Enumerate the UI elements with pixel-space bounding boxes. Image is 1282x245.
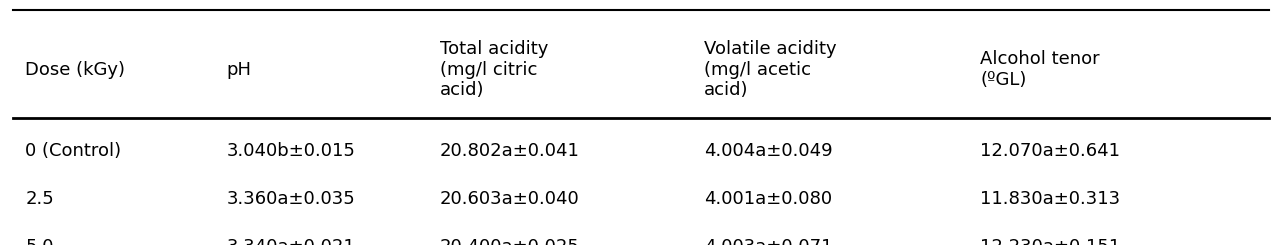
Text: 3.040b±0.015: 3.040b±0.015: [227, 142, 355, 160]
Text: 11.830a±0.313: 11.830a±0.313: [981, 190, 1120, 208]
Text: 12.230a±0.151: 12.230a±0.151: [981, 238, 1120, 245]
Text: 3.360a±0.035: 3.360a±0.035: [227, 190, 355, 208]
Text: 3.340a±0.021: 3.340a±0.021: [227, 238, 355, 245]
Text: Volatile acidity
(mg/l acetic
acid): Volatile acidity (mg/l acetic acid): [704, 40, 836, 99]
Text: Dose (kGy): Dose (kGy): [26, 61, 126, 79]
Text: 4.003a±0.071: 4.003a±0.071: [704, 238, 832, 245]
Text: 2.5: 2.5: [26, 190, 54, 208]
Text: 4.004a±0.049: 4.004a±0.049: [704, 142, 832, 160]
Text: pH: pH: [227, 61, 251, 79]
Text: 5.0: 5.0: [26, 238, 54, 245]
Text: Alcohol tenor
(ºGL): Alcohol tenor (ºGL): [981, 50, 1100, 89]
Text: 20.802a±0.041: 20.802a±0.041: [440, 142, 579, 160]
Text: 20.400a±0.025: 20.400a±0.025: [440, 238, 579, 245]
Text: 12.070a±0.641: 12.070a±0.641: [981, 142, 1120, 160]
Text: 20.603a±0.040: 20.603a±0.040: [440, 190, 579, 208]
Text: 4.001a±0.080: 4.001a±0.080: [704, 190, 832, 208]
Text: 0 (Control): 0 (Control): [26, 142, 122, 160]
Text: Total acidity
(mg/l citric
acid): Total acidity (mg/l citric acid): [440, 40, 549, 99]
